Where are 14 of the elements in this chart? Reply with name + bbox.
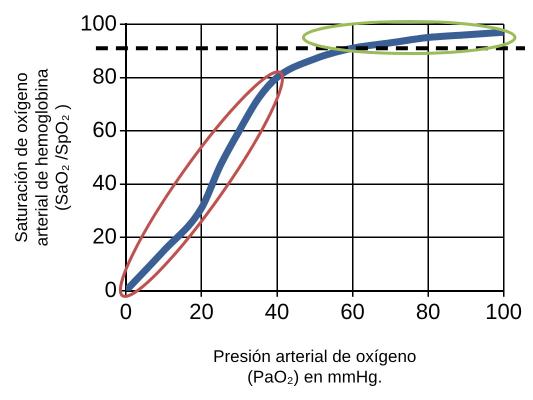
x-tick-label: 60 — [340, 299, 365, 324]
x-axis-title: Presión arterial de oxígeno (PaO₂) en mmHg. — [213, 347, 416, 386]
x-tick-label: 80 — [416, 299, 440, 324]
x-tick-label: 40 — [264, 299, 290, 324]
x-tick-label: 0 — [120, 299, 132, 324]
x-tick-label: 20 — [189, 299, 214, 324]
y-tick-label: 40 — [92, 170, 117, 196]
y-axis-title: Saturación de oxígeno arterial de hemoglobina (SaO₂ /SpO₂ ) — [12, 68, 72, 246]
y-tick-label: 0 — [104, 276, 117, 302]
y-tick-label: 60 — [92, 116, 117, 142]
y-tick-label: 80 — [92, 64, 117, 89]
x-tick-label: 100 — [485, 299, 522, 324]
y-tick-label: 20 — [92, 224, 117, 249]
y-tick-label: 100 — [80, 10, 117, 36]
